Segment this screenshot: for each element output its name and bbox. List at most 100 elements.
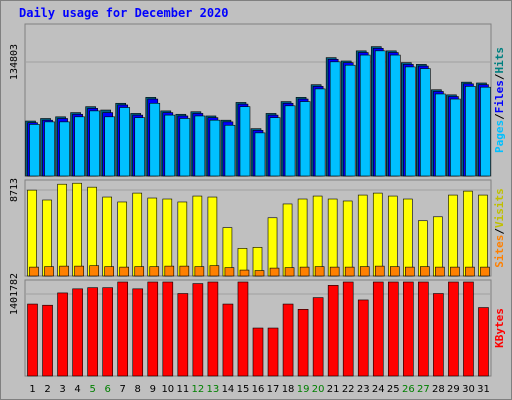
x-tick-label-12: 12: [192, 384, 205, 395]
bar-sites-17: [269, 267, 280, 277]
legend-segment-kbytes-0: KBytes: [493, 308, 506, 348]
bar-sites-13: [209, 265, 220, 277]
y-tick-label-hits-files-pages: 134803: [9, 44, 20, 80]
bar-sites-9: [149, 266, 160, 277]
bar-pages-30: [465, 86, 476, 177]
bar-kbytes-8: [132, 288, 144, 377]
bar-kbytes-16: [252, 327, 264, 377]
bar-visits-2: [42, 199, 52, 277]
bar-visits-17: [267, 217, 278, 277]
y-tick-label-kbytes: 1401782: [9, 273, 20, 315]
x-tick-label-16: 16: [252, 384, 265, 395]
bar-sites-23: [359, 266, 370, 277]
bar-pages-23: [359, 54, 371, 177]
bar-visits-26: [403, 198, 413, 277]
bar-pages-6: [104, 116, 115, 177]
x-tick-label-24: 24: [372, 384, 385, 395]
x-tick-label-21: 21: [327, 384, 340, 395]
bar-sites-12: [194, 266, 205, 277]
bar-pages-26: [405, 66, 416, 177]
x-tick-label-8: 8: [135, 384, 141, 395]
bar-kbytes-31: [478, 307, 489, 377]
y-tick-label-visits-sites: 8713: [9, 178, 20, 202]
bar-pages-16: [254, 132, 266, 177]
bar-kbytes-5: [87, 287, 98, 377]
bar-sites-25: [389, 266, 400, 277]
bar-pages-7: [119, 107, 131, 177]
bar-kbytes-29: [448, 281, 459, 377]
x-tick-label-11: 11: [176, 384, 189, 395]
bar-pages-27: [420, 68, 431, 177]
bar-sites-14: [224, 267, 235, 277]
bar-visits-31: [478, 194, 488, 277]
bar-kbytes-19: [297, 309, 309, 377]
legend-segment-visits-sites-0: Sites: [493, 235, 506, 268]
x-tick-label-1: 1: [29, 384, 35, 395]
bar-pages-20: [314, 88, 326, 177]
bar-visits-30: [463, 190, 473, 277]
bar-kbytes-12: [192, 283, 204, 377]
x-tick-label-13: 13: [207, 384, 220, 395]
bar-kbytes-4: [72, 288, 83, 377]
x-tick-label-22: 22: [342, 384, 355, 395]
x-tick-label-2: 2: [44, 384, 50, 395]
bar-visits-11: [177, 201, 188, 277]
bar-visits-12: [192, 195, 203, 277]
legend-segment-hits-files-pages-1: /: [493, 113, 506, 120]
legend-segment-visits-sites-1: /: [493, 228, 506, 235]
bar-kbytes-14: [222, 303, 234, 377]
bar-kbytes-10: [162, 281, 174, 377]
bar-pages-12: [194, 115, 206, 177]
x-tick-label-26: 26: [402, 384, 415, 395]
legend-segment-hits-files-pages-4: Hits: [493, 47, 506, 74]
x-tick-label-6: 6: [104, 384, 110, 395]
bar-sites-8: [134, 266, 145, 277]
bar-pages-14: [224, 124, 236, 177]
bar-sites-24: [374, 265, 385, 277]
bar-kbytes-1: [27, 303, 38, 377]
chart-title: Daily usage for December 2020: [19, 6, 229, 20]
bar-sites-21: [329, 266, 340, 277]
bar-pages-19: [299, 101, 311, 177]
bar-kbytes-30: [463, 281, 474, 377]
x-tick-label-28: 28: [432, 384, 445, 395]
x-tick-label-9: 9: [150, 384, 156, 395]
legend-segment-hits-files-pages-2: Files: [493, 80, 506, 113]
bar-pages-10: [164, 114, 176, 177]
bar-visits-10: [162, 198, 173, 277]
bar-visits-4: [72, 182, 82, 277]
bar-visits-8: [132, 192, 143, 277]
legend-kbytes: KBytes: [493, 308, 506, 348]
bar-visits-18: [282, 203, 293, 277]
bar-kbytes-18: [282, 303, 294, 377]
bar-pages-22: [344, 64, 356, 177]
bar-visits-1: [27, 189, 37, 277]
bar-visits-25: [387, 195, 398, 277]
x-tick-label-25: 25: [387, 384, 400, 395]
bar-sites-28: [435, 266, 445, 277]
bar-kbytes-11: [177, 293, 189, 377]
bar-sites-15: [239, 269, 250, 277]
bar-visits-21: [327, 198, 338, 277]
bar-kbytes-13: [207, 281, 219, 377]
bar-pages-31: [480, 86, 491, 177]
bar-visits-5: [87, 186, 97, 277]
x-tick-label-15: 15: [237, 384, 250, 395]
bar-visits-19: [297, 198, 308, 277]
bar-sites-7: [119, 266, 130, 277]
x-axis-labels: 1 2 3 4 5 6 7 8 9 10 11 12 13 14 15 16 17 18 19 20 21 22 23 24 2…: [29, 384, 490, 395]
bar-kbytes-24: [372, 281, 384, 377]
bar-visits-29: [448, 194, 458, 277]
x-tick-label-27: 27: [417, 384, 430, 395]
bar-visits-6: [102, 196, 112, 277]
bar-pages-15: [239, 106, 251, 177]
bar-sites-11: [179, 265, 190, 277]
bar-pages-24: [374, 50, 386, 177]
legend-hits-files-pages: Pages/Files/Hits: [493, 47, 506, 153]
bar-visits-24: [372, 192, 383, 277]
bar-pages-17: [269, 117, 281, 177]
bar-kbytes-7: [117, 281, 129, 377]
bar-visits-9: [147, 197, 158, 277]
bar-pages-4: [74, 116, 85, 177]
